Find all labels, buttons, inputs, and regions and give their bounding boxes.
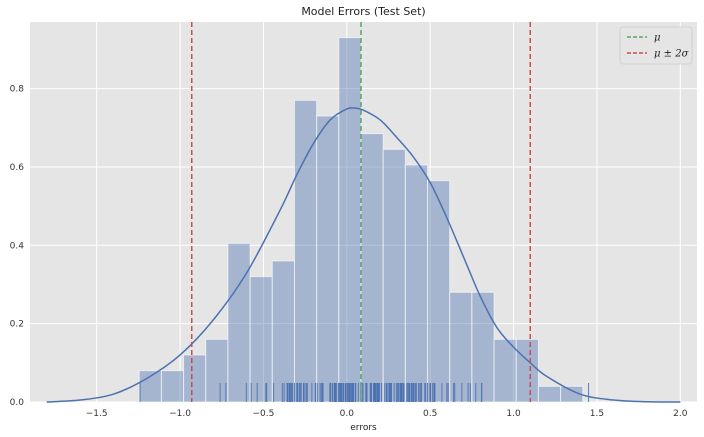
y-tick-label: 0.8 xyxy=(10,85,25,95)
histogram-bars xyxy=(138,37,584,403)
histogram-bar xyxy=(138,370,162,403)
reference-lines xyxy=(190,22,531,402)
histogram-bar xyxy=(493,338,517,403)
y-tick-label: 0.0 xyxy=(10,398,25,408)
legend-box xyxy=(619,26,693,65)
legend-label: μ xyxy=(654,33,661,44)
x-tick-label: −1.5 xyxy=(86,409,108,419)
histogram-bar xyxy=(183,354,207,403)
histogram-bar xyxy=(471,291,495,403)
y-tick-label: 0.6 xyxy=(10,163,25,173)
histogram-bar xyxy=(316,115,340,403)
histogram-bar xyxy=(515,338,539,403)
x-tick-label: 0.0 xyxy=(340,409,355,419)
histogram-bar xyxy=(227,242,251,403)
x-axis-label: errors xyxy=(350,423,377,433)
histogram-bar xyxy=(360,133,384,403)
histogram-bar xyxy=(205,338,229,403)
rug-marks xyxy=(139,383,590,402)
legend-label: μ ± 2σ xyxy=(654,49,690,60)
x-tick-label: −0.5 xyxy=(253,409,275,419)
kde-curve xyxy=(46,107,681,403)
histogram-bar xyxy=(560,385,584,403)
histogram-bar xyxy=(338,37,362,403)
histogram-bar xyxy=(293,99,318,403)
histogram-bar xyxy=(537,385,562,403)
x-tick-label: 0.5 xyxy=(423,409,437,419)
histogram-bar xyxy=(404,164,429,403)
axis-ticks: −1.5 −1.0 −0.5 0.0 0.5 1.0 1.5 2.0 0.0 0.2 0.4 0.6 0… xyxy=(10,85,688,419)
chart-title: Model Errors (Test Set) xyxy=(301,5,425,18)
histogram-bar xyxy=(249,276,273,403)
x-tick-label: 1.5 xyxy=(590,409,604,419)
histogram-bar xyxy=(160,370,185,403)
x-tick-label: 2.0 xyxy=(673,409,688,419)
plot-background xyxy=(30,22,697,402)
y-tick-label: 0.2 xyxy=(10,320,24,330)
histogram-bar xyxy=(382,148,406,403)
histogram-bar xyxy=(449,291,473,403)
histogram-bar xyxy=(271,260,295,403)
x-tick-label: 1.0 xyxy=(506,409,521,419)
y-tick-label: 0.4 xyxy=(10,241,25,251)
legend: μ μ ± 2σ xyxy=(619,26,693,65)
histogram-bar xyxy=(427,180,451,403)
x-tick-label: −1.0 xyxy=(169,409,191,419)
